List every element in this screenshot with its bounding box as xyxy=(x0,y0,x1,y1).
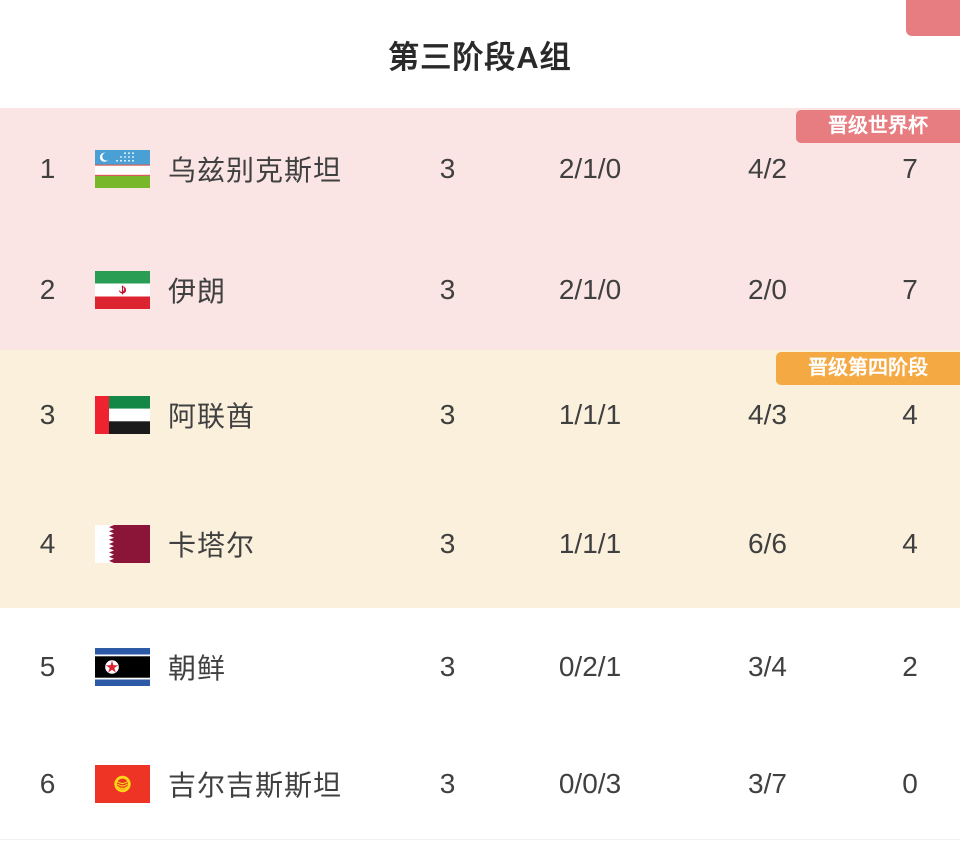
fourth-stage-qualification-badge: 晋级第四阶段 xyxy=(776,352,960,385)
team-name: 阿联酋 xyxy=(168,400,256,432)
points: 7 xyxy=(902,152,918,184)
unqualified-section: 5 朝鲜 3 0/2/1 3/4 2 6 吉尔吉斯斯坦 3 0/0/3 3/7 … xyxy=(0,608,960,843)
rank-number: 4 xyxy=(39,527,56,559)
matches-played: 3 xyxy=(439,152,456,184)
matches-played: 3 xyxy=(439,398,456,430)
team-name: 卡塔尔 xyxy=(168,529,256,561)
table-row[interactable]: 2 伊朗 3 2/1/0 2/0 7 xyxy=(0,229,960,350)
goals-for-against: 4/3 xyxy=(748,398,787,430)
page-header: 第三阶段A组 xyxy=(0,0,960,108)
team-name: 吉尔吉斯斯坦 xyxy=(168,769,343,801)
matches-played: 3 xyxy=(439,650,456,682)
points: 4 xyxy=(902,398,918,430)
cropped-badge-fragment xyxy=(906,0,960,36)
win-draw-loss: 0/2/1 xyxy=(558,650,622,682)
iran-flag-icon xyxy=(95,270,150,309)
kyrgyzstan-flag-icon xyxy=(95,764,150,803)
rank-number: 1 xyxy=(39,152,56,184)
qatar-flag-icon xyxy=(95,524,150,563)
uae-flag-icon xyxy=(95,395,150,434)
goals-for-against: 6/6 xyxy=(748,527,787,559)
goals-for-against: 3/4 xyxy=(748,650,787,682)
unqualified-zone-rows: 5 朝鲜 3 0/2/1 3/4 2 6 吉尔吉斯斯坦 3 0/0/3 3/7 … xyxy=(0,608,960,843)
uzbekistan-flag-icon xyxy=(95,149,150,188)
north-korea-flag-icon xyxy=(95,647,150,686)
win-draw-loss: 0/0/3 xyxy=(558,767,622,799)
win-draw-loss: 2/1/0 xyxy=(558,152,622,184)
points: 2 xyxy=(902,650,918,682)
team-name: 乌兹别克斯坦 xyxy=(168,154,343,186)
page-title: 第三阶段A组 xyxy=(388,39,572,75)
table-row[interactable]: 4 卡塔尔 3 1/1/1 6/6 4 xyxy=(0,479,960,608)
goals-for-against: 4/2 xyxy=(748,152,787,184)
matches-played: 3 xyxy=(439,527,456,559)
rank-number: 5 xyxy=(39,650,56,682)
team-name: 伊朗 xyxy=(168,275,227,307)
bottom-divider xyxy=(0,839,960,840)
matches-played: 3 xyxy=(439,273,456,305)
points: 0 xyxy=(902,767,918,799)
points: 4 xyxy=(902,527,918,559)
rank-number: 6 xyxy=(39,767,56,799)
matches-played: 3 xyxy=(439,767,456,799)
win-draw-loss: 1/1/1 xyxy=(558,398,622,430)
team-name: 朝鲜 xyxy=(168,652,227,684)
world-cup-zone-rows: 1 乌兹别克斯坦 3 2/1/0 4/2 7 2 伊朗 3 2/1/0 2/0 … xyxy=(0,108,960,350)
table-row[interactable]: 5 朝鲜 3 0/2/1 3/4 2 xyxy=(0,608,960,725)
rank-number: 3 xyxy=(39,398,56,430)
table-row[interactable]: 3 阿联酋 3 1/1/1 4/3 4 xyxy=(0,350,960,479)
world-cup-qualification-section: 晋级世界杯 1 乌兹别克斯坦 3 2/1/0 4/2 7 2 伊朗 3 2/1/… xyxy=(0,108,960,350)
world-cup-qualification-badge: 晋级世界杯 xyxy=(796,110,960,143)
points: 7 xyxy=(902,273,918,305)
win-draw-loss: 1/1/1 xyxy=(558,527,622,559)
goals-for-against: 3/7 xyxy=(748,767,787,799)
win-draw-loss: 2/1/0 xyxy=(558,273,622,305)
rank-number: 2 xyxy=(39,273,56,305)
goals-for-against: 2/0 xyxy=(748,273,787,305)
table-row[interactable]: 6 吉尔吉斯斯坦 3 0/0/3 3/7 0 xyxy=(0,725,960,842)
table-row[interactable]: 1 乌兹别克斯坦 3 2/1/0 4/2 7 xyxy=(0,108,960,229)
fourth-stage-zone-rows: 3 阿联酋 3 1/1/1 4/3 4 4 卡塔尔 3 1/1/1 6/6 4 xyxy=(0,350,960,608)
fourth-stage-qualification-section: 晋级第四阶段 3 阿联酋 3 1/1/1 4/3 4 4 卡塔尔 3 1/1/1… xyxy=(0,350,960,608)
